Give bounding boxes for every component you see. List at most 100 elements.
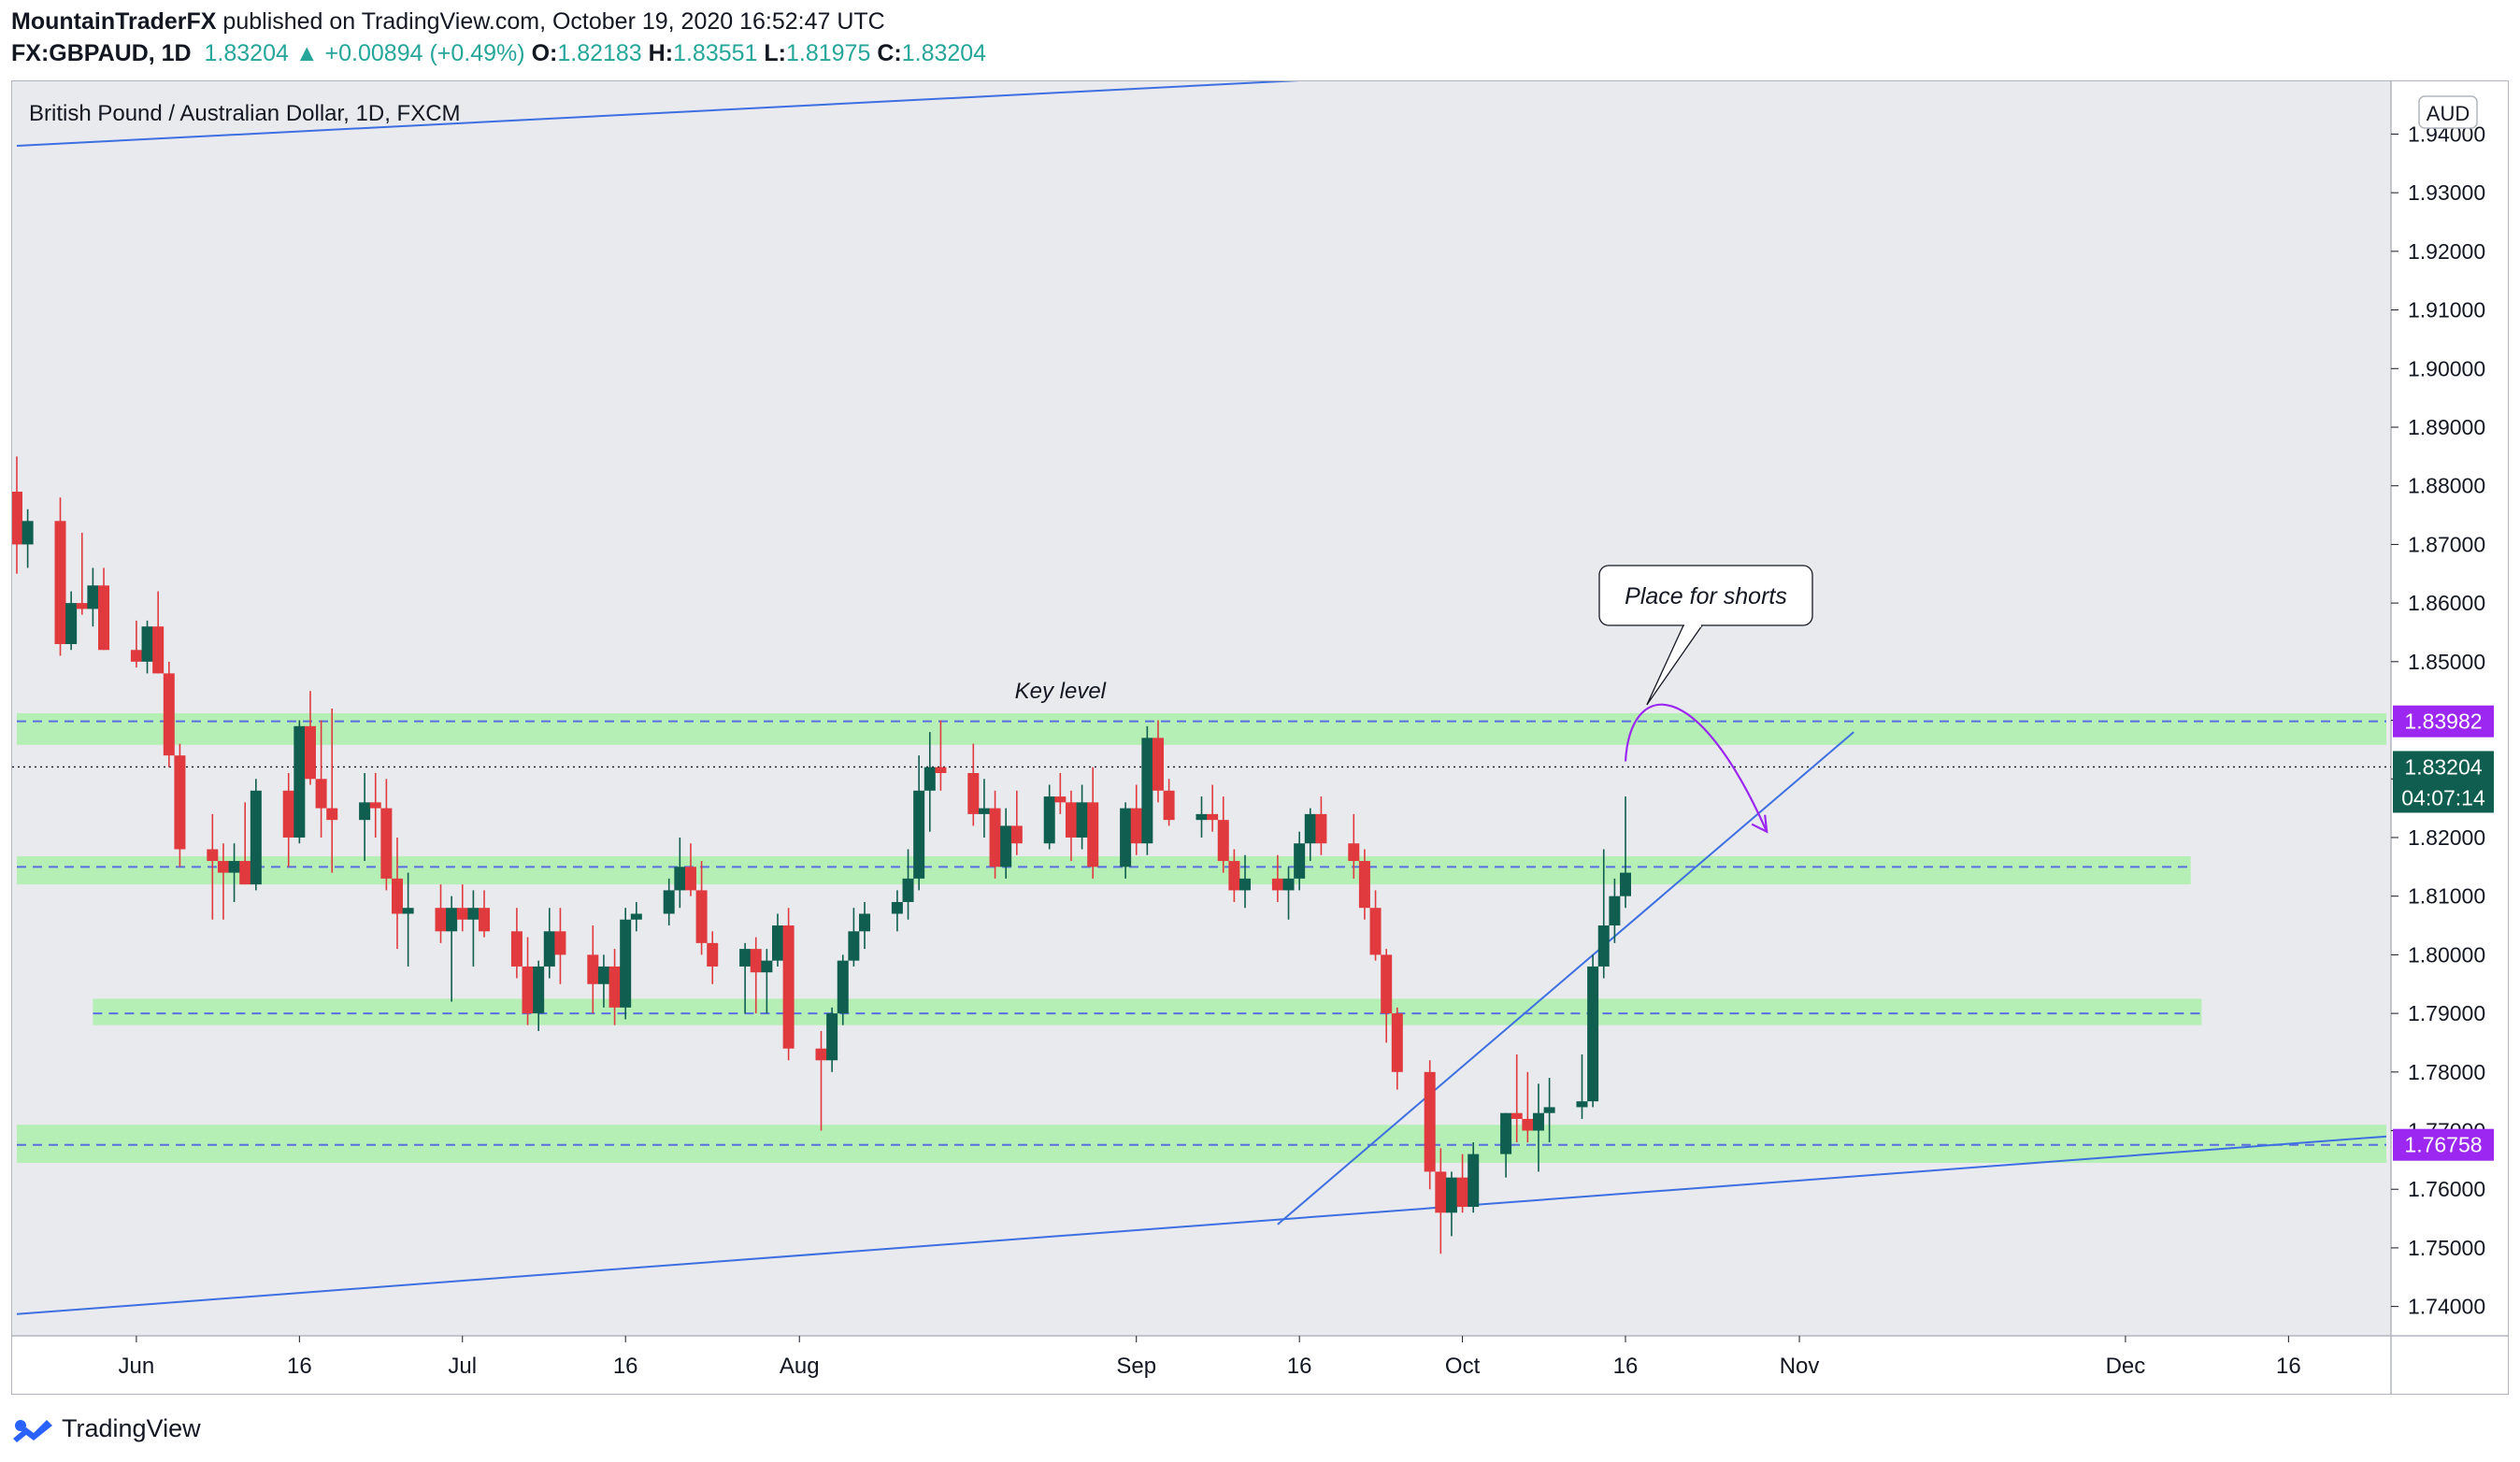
candle-body <box>76 603 88 609</box>
candle-body <box>1163 790 1175 821</box>
candle <box>1217 796 1229 873</box>
candle <box>1282 867 1295 920</box>
candle <box>674 837 686 909</box>
candle <box>1369 890 1382 961</box>
candle-body <box>924 767 936 791</box>
currency-label: AUD <box>2427 102 2470 125</box>
x-tick-label: Sep <box>1116 1354 1156 1379</box>
trendline-upper-channel <box>16 81 1300 147</box>
x-tick-label: 16 <box>613 1354 638 1379</box>
candle-body <box>228 861 240 873</box>
candle-body <box>597 966 609 984</box>
price-label-badge <box>2393 751 2494 813</box>
candle <box>435 884 447 943</box>
candle-body <box>859 913 871 932</box>
candle <box>554 908 566 984</box>
candle-body <box>54 521 66 645</box>
y-tick-label: 1.79000 <box>2408 1001 2485 1025</box>
candle <box>739 942 752 1014</box>
candle <box>359 772 371 862</box>
candle <box>913 755 925 891</box>
candle <box>533 960 545 1031</box>
low-label: L: <box>764 40 786 66</box>
candle <box>369 772 381 838</box>
candle <box>54 497 66 656</box>
candle <box>1543 1078 1555 1143</box>
publish-info: MountainTraderFX published on TradingVie… <box>11 6 885 37</box>
candle-body <box>294 725 306 838</box>
candle <box>1120 802 1132 879</box>
candle-body <box>1228 861 1240 891</box>
x-tick-label: Dec <box>2106 1354 2146 1379</box>
key-level-label: Key level <box>1015 679 1107 704</box>
candle-body <box>510 931 523 967</box>
candle-body <box>98 585 110 651</box>
candle <box>1087 767 1099 879</box>
candle <box>1381 949 1393 1043</box>
candle-body <box>1500 1112 1512 1154</box>
candle-body <box>479 908 491 932</box>
candle-body <box>359 802 371 821</box>
published-text: published on TradingView.com, October 19… <box>222 8 885 35</box>
candle <box>902 849 914 920</box>
candle-body <box>380 808 393 879</box>
candle <box>467 890 480 967</box>
currency-badge <box>2418 95 2478 129</box>
candle-body <box>326 808 338 821</box>
candle-body <box>826 1013 838 1061</box>
callout-pointer <box>1646 624 1703 706</box>
candle <box>207 813 219 920</box>
x-tick-label: Jun <box>119 1354 155 1379</box>
callout-box <box>1598 565 1813 626</box>
candle <box>859 901 871 950</box>
candle-body <box>467 908 480 920</box>
x-tick-label: 16 <box>287 1354 312 1379</box>
footer-brand[interactable]: TradingView <box>62 1413 201 1442</box>
candle <box>1532 1083 1544 1172</box>
candle-body <box>1130 808 1142 844</box>
candle <box>1500 1112 1512 1178</box>
candle-body <box>163 673 175 756</box>
price-label-text: 1.83982 <box>2404 710 2482 734</box>
candle-body <box>978 808 990 814</box>
candle-body <box>87 585 99 609</box>
candle <box>446 896 458 1002</box>
candle <box>1141 725 1153 855</box>
candle-body <box>402 908 414 914</box>
candle <box>1152 720 1164 803</box>
tradingview-logo-icon[interactable] <box>11 1414 54 1442</box>
zone-zone-1790 <box>93 998 2202 1025</box>
candle <box>174 743 186 867</box>
price-chart[interactable]: Key level Place for shorts British Pound /… <box>12 81 2508 1394</box>
candle-body <box>217 861 229 873</box>
candle-body <box>65 603 78 645</box>
candle-body <box>750 949 762 973</box>
high-label: H: <box>648 40 674 66</box>
candle-body <box>1217 820 1229 862</box>
candle <box>782 908 795 1061</box>
candle-body <box>174 755 186 850</box>
candle-body <box>1076 802 1088 838</box>
candle <box>935 720 947 791</box>
candle <box>1620 796 1632 909</box>
y-tick-label: 1.85000 <box>2408 650 2485 674</box>
candle-body <box>1576 1101 1588 1108</box>
author-name[interactable]: MountainTraderFX <box>11 8 217 35</box>
change-arrow-icon: ▲ <box>294 40 319 66</box>
candle <box>1348 813 1360 879</box>
candle <box>750 937 762 1014</box>
candle-body <box>1010 825 1023 844</box>
y-tick-label: 1.75000 <box>2408 1236 2485 1260</box>
candle-body <box>239 861 251 885</box>
price-label-text: 1.76758 <box>2404 1133 2482 1157</box>
candle <box>1424 1060 1436 1190</box>
chart-frame[interactable]: Key level Place for shorts British Pound /… <box>11 80 2509 1395</box>
projection-arrow-icon <box>1751 814 1768 834</box>
y-tick-label: 1.93000 <box>2408 180 2485 205</box>
candle <box>1239 854 1252 909</box>
candle-body <box>1282 878 1295 891</box>
candle-body <box>1152 738 1164 791</box>
price-label-badge <box>2393 1128 2494 1161</box>
high-value: 1.83551 <box>673 40 758 66</box>
candle-body <box>554 931 566 955</box>
